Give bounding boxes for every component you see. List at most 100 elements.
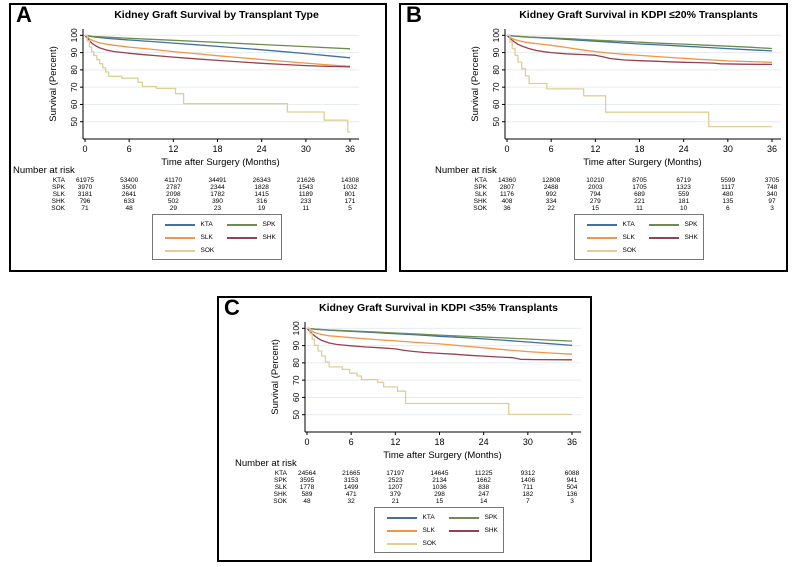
x-tick-label: 0	[82, 144, 87, 154]
x-axis-title: Time after Surgery (Months)	[161, 157, 279, 168]
risk-value: 390	[212, 198, 223, 205]
series-SOK-line	[85, 34, 350, 133]
x-tick-label: 6	[127, 144, 132, 154]
risk-value: 3595	[299, 477, 315, 484]
legend-line-swatch	[648, 236, 679, 239]
panel-letter-b: B	[406, 2, 422, 27]
risk-value: 34491	[208, 177, 227, 184]
legend-line-swatch	[586, 249, 617, 252]
risk-value: 6088	[564, 470, 580, 477]
risk-value: 2488	[543, 184, 559, 191]
risk-value: 3705	[764, 177, 780, 184]
legend-label: SHK	[262, 234, 276, 241]
survival-plot-b: 50 60 70 80 90 100 0 6 12 18 24 30 36 Time after Surg…	[470, 28, 781, 168]
risk-value: 801	[344, 191, 356, 198]
x-tick-label: 30	[723, 144, 733, 154]
risk-value: 1189	[298, 191, 313, 198]
legend-entry-SHK: SHK	[226, 234, 281, 241]
legend-label: SLK	[622, 234, 635, 241]
risk-value: 796	[79, 198, 91, 205]
legend-label: SPK	[484, 514, 498, 521]
risk-value: 17197	[386, 470, 405, 477]
risk-value: 14360	[497, 177, 517, 184]
chart-title-c: Kidney Graft Survival in KDPI <35% Trans…	[319, 302, 558, 314]
risk-value: 2098	[166, 191, 181, 198]
y-tick-label: 90	[291, 341, 301, 351]
risk-value: 3153	[343, 477, 359, 484]
survival-plot-c: 50 60 70 80 90 100 0 6 12 18 24 30 36 Time after Surg…	[270, 321, 581, 461]
risk-value: 298	[434, 491, 445, 498]
risk-value: 21626	[296, 177, 315, 184]
risk-value: 1705	[632, 184, 647, 191]
y-tick-label: 50	[491, 117, 501, 127]
x-tick-label: 12	[390, 437, 400, 447]
risk-value: 21665	[342, 470, 361, 477]
legend: KTA SPK SLK SHK SOK	[151, 214, 282, 260]
risk-value: 48	[303, 498, 311, 505]
legend-label: SHK	[484, 527, 498, 534]
risk-value: 794	[589, 191, 601, 198]
legend-line-swatch	[226, 223, 257, 226]
legend-line-swatch	[164, 223, 195, 226]
legend-label: KTA	[200, 221, 213, 228]
series-SHK-line	[84, 34, 351, 68]
risk-value: 1117	[721, 184, 735, 191]
risk-value: 689	[634, 191, 645, 198]
risk-value: 6	[726, 205, 730, 212]
y-tick-label: 80	[491, 65, 501, 75]
risk-value: 408	[501, 198, 513, 205]
risk-value: 135	[722, 198, 734, 205]
risk-value: 22	[547, 205, 555, 212]
x-tick-label: 0	[504, 144, 509, 154]
legend-line-swatch	[386, 529, 417, 532]
risk-value: 53400	[120, 177, 139, 184]
risk-value: 1782	[210, 191, 225, 198]
risk-value: 1323	[676, 184, 691, 191]
risk-value: 1415	[254, 191, 269, 198]
risk-value: 171	[344, 198, 356, 205]
risk-value: 15	[435, 498, 444, 505]
legend-label: SLK	[422, 527, 435, 534]
legend-line-swatch	[586, 223, 617, 226]
risk-value: 182	[522, 491, 534, 498]
risk-value: 12808	[542, 177, 561, 184]
risk-value: 5	[348, 205, 352, 212]
risk-value: 334	[545, 198, 557, 205]
risk-value: 181	[678, 198, 690, 205]
x-tick-label: 36	[767, 144, 777, 154]
risk-row-label: SOK	[273, 498, 287, 505]
risk-value: 3181	[77, 191, 93, 198]
legend-entry-SPK: SPK	[448, 514, 503, 521]
y-tick-label: 60	[491, 99, 501, 109]
y-tick-label: 100	[491, 28, 501, 42]
panel-c: C Kidney Graft Survival in KDPI <35% Tra…	[217, 295, 592, 562]
legend-line-swatch	[448, 516, 479, 519]
risk-value: 471	[345, 491, 357, 498]
y-axis-title: Survival (Percent)	[270, 339, 281, 415]
risk-value: 748	[766, 184, 778, 191]
series-SPK-line	[84, 34, 351, 50]
panel-letter-c: C	[224, 295, 240, 320]
risk-value: 7	[526, 498, 530, 505]
x-tick-label: 18	[434, 437, 444, 447]
risk-value: 1499	[343, 484, 359, 491]
series-SOK-line	[307, 327, 572, 416]
chart-title-b: Kidney Graft Survival in KDPI ≤20% Trans…	[519, 9, 758, 21]
number-at-risk-label: Number at risk	[13, 165, 75, 176]
risk-value: 21	[391, 498, 399, 505]
y-tick-label: 100	[291, 321, 301, 335]
legend-label: SOK	[622, 247, 637, 254]
risk-value: 5599	[720, 177, 736, 184]
x-tick-label: 12	[168, 144, 178, 154]
risk-value: 2787	[166, 184, 181, 191]
legend-entry-KTA: KTA	[164, 221, 227, 228]
legend-entry-SHK: SHK	[648, 234, 703, 241]
risk-value: 3970	[77, 184, 93, 191]
y-axis-title: Survival (Percent)	[470, 46, 481, 122]
risk-value: 2641	[121, 191, 137, 198]
risk-value: 3	[770, 205, 774, 212]
risk-value: 2523	[388, 477, 403, 484]
risk-value: 3500	[121, 184, 137, 191]
risk-value: 316	[256, 198, 268, 205]
risk-value: 36	[503, 205, 511, 212]
